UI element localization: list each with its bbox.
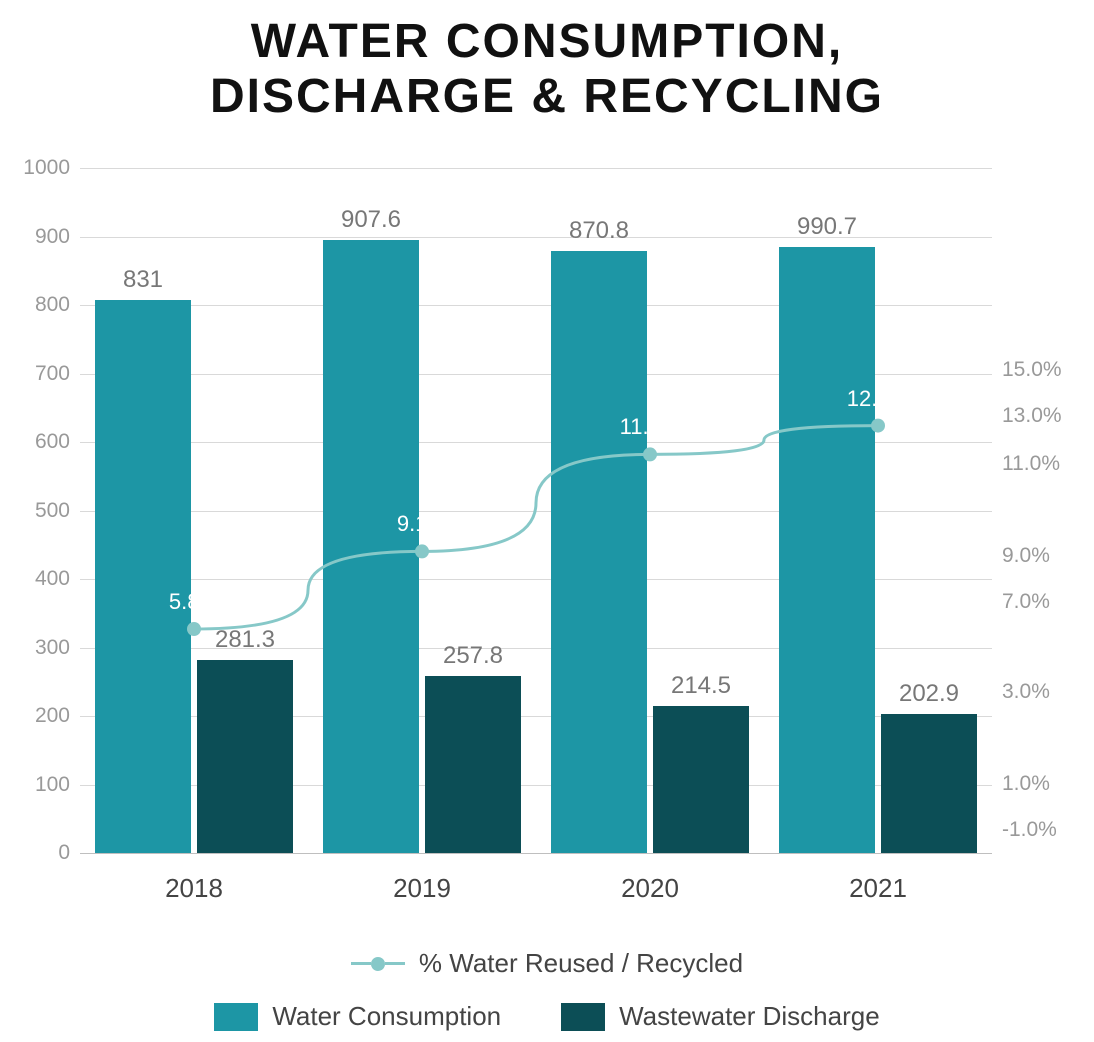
- legend-label-discharge: Wastewater Discharge: [619, 1001, 880, 1032]
- gridline: [80, 168, 992, 169]
- bar-value-consumption: 907.6: [341, 206, 401, 234]
- y-left-tick: 700: [35, 362, 80, 386]
- bar-consumption: [551, 251, 647, 853]
- y-left-tick: 900: [35, 225, 80, 249]
- y-left-tick: 400: [35, 567, 80, 591]
- bar-value-discharge: 214.5: [671, 672, 731, 700]
- bar-discharge: [425, 676, 521, 853]
- chart-title-line1: WATER CONSUMPTION,: [0, 14, 1094, 69]
- legend-item-discharge: Wastewater Discharge: [561, 1001, 880, 1032]
- plot-area: 01002003004005006007008009001000-1.0%1.0…: [80, 168, 992, 853]
- y-left-tick: 1000: [23, 156, 80, 180]
- bar-consumption: [95, 300, 191, 853]
- line-point-label: 9.1%: [397, 512, 447, 538]
- bar-discharge: [653, 706, 749, 853]
- bar-value-discharge: 202.9: [899, 680, 959, 708]
- x-category-label: 2019: [393, 853, 451, 904]
- x-category-label: 2020: [621, 853, 679, 904]
- line-point-label: 12.6%: [847, 386, 909, 412]
- line-point-label: 5.8%: [169, 589, 219, 615]
- line-point-label: 11.4%: [620, 415, 681, 441]
- x-category-label: 2018: [165, 853, 223, 904]
- legend-label-consumption: Water Consumption: [272, 1001, 501, 1032]
- y-right-tick: 3.0%: [992, 680, 1050, 704]
- y-right-tick: 13.0%: [992, 404, 1062, 428]
- bar-consumption: [779, 247, 875, 853]
- bar-discharge: [881, 714, 977, 853]
- y-right-tick: 9.0%: [992, 544, 1050, 568]
- y-left-tick: 100: [35, 773, 80, 797]
- y-left-tick: 300: [35, 636, 80, 660]
- y-left-tick: 800: [35, 293, 80, 317]
- y-right-tick: 11.0%: [992, 452, 1060, 476]
- bar-consumption: [323, 240, 419, 853]
- bar-discharge: [197, 660, 293, 853]
- y-right-tick: 1.0%: [992, 772, 1050, 796]
- x-category-label: 2021: [849, 853, 907, 904]
- y-left-tick: 200: [35, 704, 80, 728]
- chart-title-line2: DISCHARGE & RECYCLING: [0, 69, 1094, 124]
- y-right-tick: 15.0%: [992, 358, 1062, 382]
- y-left-tick: 0: [58, 841, 80, 865]
- legend-item-consumption: Water Consumption: [214, 1001, 501, 1032]
- y-left-tick: 500: [35, 499, 80, 523]
- bar-value-consumption: 990.7: [797, 213, 857, 241]
- bar-value-discharge: 281.3: [215, 626, 275, 654]
- y-right-tick: -1.0%: [992, 818, 1057, 842]
- bar-value-discharge: 257.8: [443, 642, 503, 670]
- bar-value-consumption: 870.8: [569, 217, 629, 245]
- y-right-tick: 7.0%: [992, 590, 1050, 614]
- legend-label-recycled: % Water Reused / Recycled: [419, 948, 743, 979]
- legend-item-recycled: % Water Reused / Recycled: [351, 948, 743, 979]
- bar-value-consumption: 831: [123, 266, 163, 294]
- y-left-tick: 600: [35, 430, 80, 454]
